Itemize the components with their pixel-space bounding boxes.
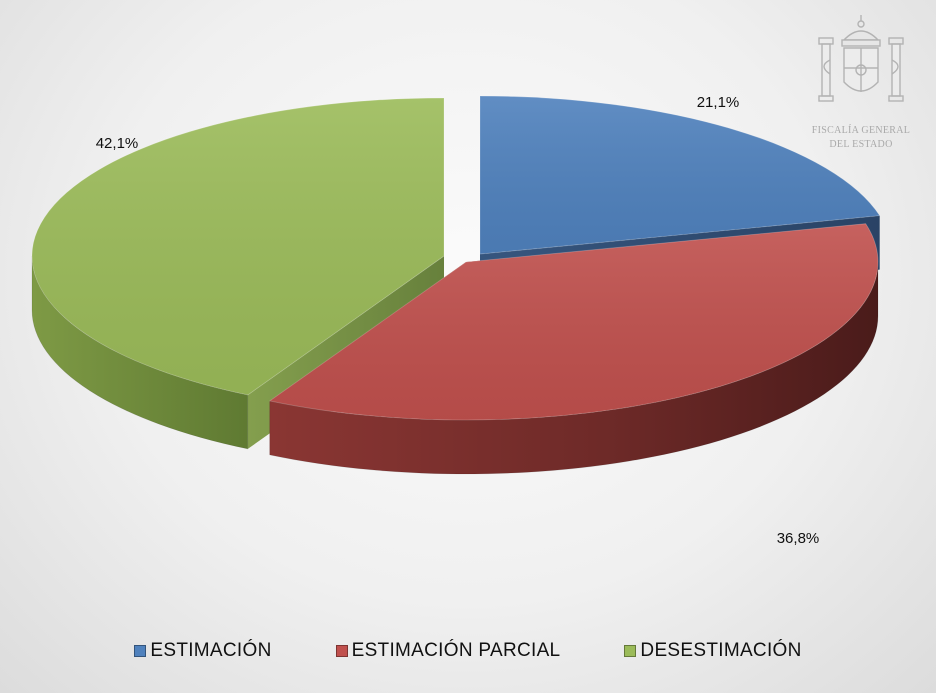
chart-legend: ESTIMACIÓN ESTIMACIÓN PARCIAL DESESTIMAC… [0,636,936,666]
data-label-estimacion-parcial: 36,8% [777,530,820,547]
legend-item-estimacion-parcial: ESTIMACIÓN PARCIAL [335,640,561,662]
legend-label-estimacion: ESTIMACIÓN [150,640,272,661]
legend-label-desestimacion: DESESTIMACIÓN [640,640,802,661]
pie-slice-shade-estimacion-parcial [269,223,879,420]
legend-item-estimacion: ESTIMACIÓN [134,640,271,662]
legend-label-estimacion-parcial: ESTIMACIÓN PARCIAL [351,640,561,661]
pie-tops [31,95,881,421]
fiscalia-emblem: FISCALÍA GENERAL DEL ESTADO [806,10,916,160]
legend-item-desestimacion: DESESTIMACIÓN [624,640,801,662]
pie-slice-shade-estimacion [480,96,880,254]
data-label-desestimacion: 42,1% [96,135,139,152]
emblem-line-2: DEL ESTADO [829,139,893,150]
pie-data-labels: 21,1% 36,8% 42,1% [96,94,820,547]
emblem-line-1: FISCALÍA GENERAL [811,125,911,136]
data-label-estimacion: 21,1% [697,94,740,111]
legend-swatch-estimacion-parcial [335,645,348,657]
legend-swatch-estimacion [134,645,147,657]
coat-of-arms-icon [818,15,904,102]
pie-slice-shade-desestimacion [32,98,445,395]
legend-swatch-desestimacion [624,645,637,657]
